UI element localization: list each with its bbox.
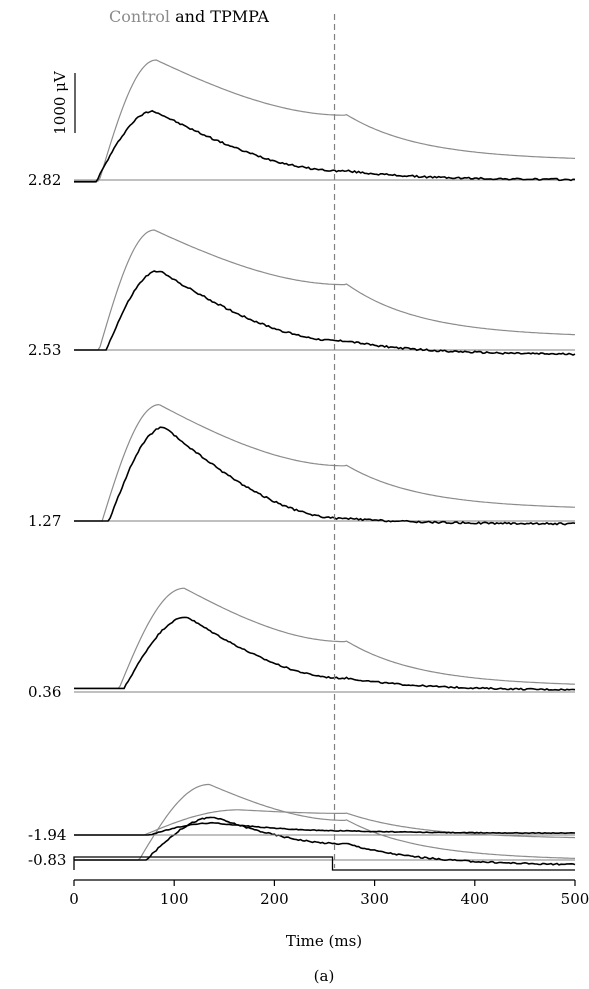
x-tick-label: 500 bbox=[561, 890, 589, 908]
x-tick-label: 0 bbox=[69, 890, 79, 908]
tpmpa-trace bbox=[74, 821, 576, 836]
scale-bar: 1000 μV bbox=[51, 70, 76, 135]
x-tick-label: 300 bbox=[360, 890, 389, 908]
intensity-label: 2.53 bbox=[28, 341, 61, 359]
figure-title: Control and TPMPA bbox=[109, 7, 269, 26]
tpmpa-trace bbox=[74, 109, 576, 183]
intensity-label: -1.94 bbox=[28, 826, 66, 844]
x-axis: 0 100 200 300 400 500 bbox=[69, 879, 589, 908]
title-control-word: Control bbox=[109, 7, 170, 26]
trace-1: 2.82 bbox=[28, 59, 576, 189]
intensity-label: 2.82 bbox=[28, 171, 61, 189]
x-tick-label: 100 bbox=[160, 890, 189, 908]
trace-3: 1.27 bbox=[28, 403, 576, 530]
control-trace bbox=[74, 229, 576, 351]
trace-2: 2.53 bbox=[28, 229, 576, 359]
control-trace bbox=[74, 403, 575, 522]
control-trace bbox=[74, 587, 576, 689]
panel-label: (a) bbox=[314, 967, 335, 985]
x-tick-label: 400 bbox=[460, 890, 489, 908]
stimulus-trace bbox=[73, 856, 575, 871]
scale-bar-label: 1000 μV bbox=[51, 70, 69, 135]
x-tick-label: 200 bbox=[260, 890, 289, 908]
intensity-label: 1.27 bbox=[28, 512, 61, 530]
control-trace bbox=[74, 783, 576, 861]
trace-4: 0.36 bbox=[28, 587, 576, 701]
trace-6: -1.94 bbox=[28, 809, 576, 844]
tpmpa-trace bbox=[74, 270, 576, 356]
trace-5: -0.83 bbox=[28, 783, 576, 869]
title-rest: and TPMPA bbox=[170, 7, 269, 26]
intensity-label: 0.36 bbox=[28, 683, 61, 701]
tpmpa-trace bbox=[74, 426, 576, 526]
intensity-label: -0.83 bbox=[28, 851, 66, 869]
traces-group: 2.82 2.53 1.27 0.36 -0.83 -1.94 bbox=[28, 59, 576, 869]
x-axis-label: Time (ms) bbox=[286, 932, 362, 950]
tpmpa-trace bbox=[74, 816, 576, 866]
control-trace bbox=[74, 59, 576, 182]
control-trace bbox=[74, 809, 576, 839]
tpmpa-trace bbox=[74, 616, 576, 692]
